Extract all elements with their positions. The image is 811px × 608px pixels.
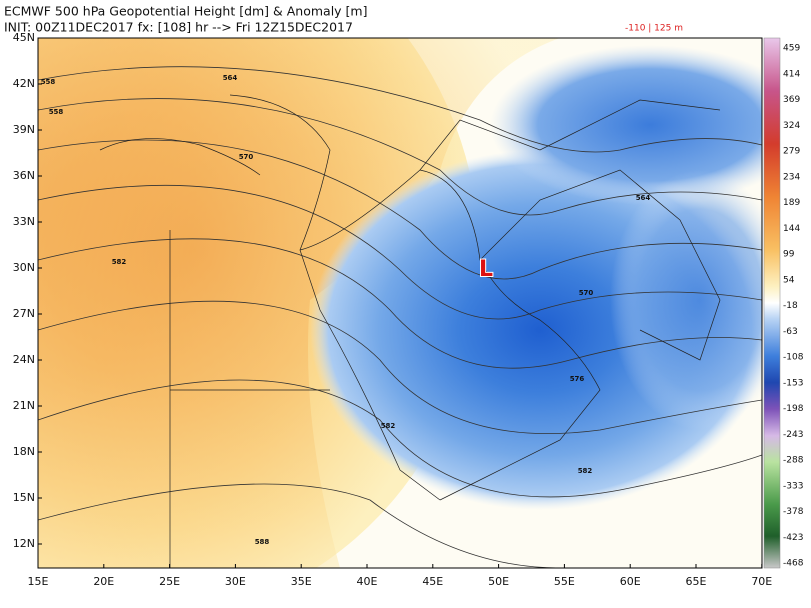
colorbar-label: 369 <box>783 95 800 105</box>
colorbar-label: 279 <box>783 147 800 157</box>
lon-label: 45E <box>422 575 443 588</box>
colorbar-label: 234 <box>783 172 800 182</box>
lat-label: 12N <box>13 537 35 550</box>
lon-label: 70E <box>751 575 772 588</box>
contour-label: 582 <box>578 467 593 475</box>
contour-label: 570 <box>579 289 594 297</box>
map-frame <box>37 37 763 569</box>
colorbar-label: -378 <box>783 507 804 517</box>
colorbar-label: 54 <box>783 275 795 285</box>
lat-label: 24N <box>13 353 35 366</box>
lon-label: 20E <box>93 575 114 588</box>
colorbar-label: 459 <box>783 44 800 54</box>
colorbar-label: 324 <box>783 121 800 131</box>
lon-label: 30E <box>225 575 246 588</box>
lat-label: 39N <box>13 123 35 136</box>
init-line: INIT: 00Z11DEC2017 fx: [108] hr --> Fri … <box>4 20 353 35</box>
colorbar-label: -198 <box>783 404 804 414</box>
lat-label: 45N <box>13 31 35 44</box>
lon-label: 50E <box>488 575 509 588</box>
map-title: ECMWF 500 hPa Geopotential Height [dm] &… <box>4 4 367 19</box>
colorbar-label: -288 <box>783 456 804 466</box>
contour-label: 558 <box>41 78 56 86</box>
colorbar-label: -243 <box>783 430 803 440</box>
lon-label: 60E <box>620 575 641 588</box>
lat-label: 30N <box>13 261 35 274</box>
lon-label: 40E <box>357 575 378 588</box>
lon-label: 55E <box>554 575 575 588</box>
low-marker: L <box>479 257 493 282</box>
colorbar-label: 99 <box>783 250 795 260</box>
colorbar-label: 144 <box>783 224 800 234</box>
colorbar-label: -63 <box>783 327 798 337</box>
lon-label: 25E <box>159 575 180 588</box>
contour-label: 582 <box>112 258 127 266</box>
contour-label: 588 <box>255 538 270 546</box>
lat-label: 18N <box>13 445 35 458</box>
lon-label: 65E <box>686 575 707 588</box>
colorbar <box>763 37 781 569</box>
contour-label: 570 <box>239 153 254 161</box>
colorbar-label: 414 <box>783 69 800 79</box>
colorbar-label: -423 <box>783 533 803 543</box>
lon-label: 35E <box>291 575 312 588</box>
contour-label: 564 <box>223 74 238 82</box>
lat-label: 15N <box>13 491 35 504</box>
colorbar-label: -468 <box>783 559 804 569</box>
contour-label: 564 <box>636 194 651 202</box>
contour-label: 558 <box>49 108 64 116</box>
colorbar-label: -153 <box>783 378 803 388</box>
lat-label: 27N <box>13 307 35 320</box>
colorbar-label: -108 <box>783 353 804 363</box>
lat-label: 33N <box>13 215 35 228</box>
anomaly-range: -110 | 125 m <box>625 24 683 34</box>
lat-label: 42N <box>13 77 35 90</box>
contour-label: 582 <box>381 422 396 430</box>
colorbar-label: -18 <box>783 301 798 311</box>
colorbar-label: 189 <box>783 198 800 208</box>
lon-label: 15E <box>28 575 49 588</box>
lat-label: 36N <box>13 169 35 182</box>
colorbar-label: -333 <box>783 481 803 491</box>
contour-label: 576 <box>570 375 585 383</box>
lat-label: 21N <box>13 399 35 412</box>
